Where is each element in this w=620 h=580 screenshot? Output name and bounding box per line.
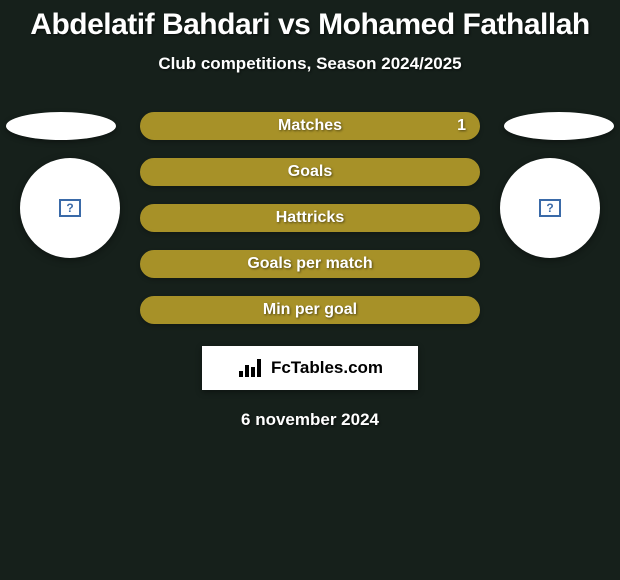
ellipse-left — [6, 112, 116, 140]
stat-bar-hattricks: Hattricks — [140, 204, 480, 232]
page-title: Abdelatif Bahdari vs Mohamed Fathallah — [30, 8, 589, 42]
avatar-left-placeholder-text: ? — [66, 201, 73, 215]
stat-label: Goals — [288, 163, 332, 181]
stat-bar-goals: Goals — [140, 158, 480, 186]
brand-box: FcTables.com — [202, 346, 418, 390]
stat-bar-min-per-goal: Min per goal — [140, 296, 480, 324]
comparison-card: Abdelatif Bahdari vs Mohamed Fathallah C… — [0, 0, 620, 580]
stat-bar-matches: Matches 1 — [140, 112, 480, 140]
date-text: 6 november 2024 — [0, 410, 620, 430]
avatar-left: ? — [20, 158, 120, 258]
comparison-stage: ? ? Matches 1 Goals — [0, 112, 620, 430]
stat-label: Min per goal — [263, 301, 357, 319]
avatar-left-placeholder-icon: ? — [59, 199, 81, 217]
stat-bars: Matches 1 Goals Hattricks Goals per matc… — [140, 112, 480, 324]
ellipse-right — [504, 112, 614, 140]
stat-label: Goals per match — [247, 255, 372, 273]
stat-label: Hattricks — [276, 209, 344, 227]
subtitle: Club competitions, Season 2024/2025 — [158, 54, 461, 74]
brand-text: FcTables.com — [271, 358, 383, 378]
brand-bars-icon — [237, 357, 265, 379]
stat-value-right: 1 — [457, 117, 466, 135]
stat-label: Matches — [278, 117, 342, 135]
avatar-right-placeholder-icon: ? — [539, 199, 561, 217]
stat-bar-goals-per-match: Goals per match — [140, 250, 480, 278]
avatar-right: ? — [500, 158, 600, 258]
avatar-right-placeholder-text: ? — [546, 201, 553, 215]
